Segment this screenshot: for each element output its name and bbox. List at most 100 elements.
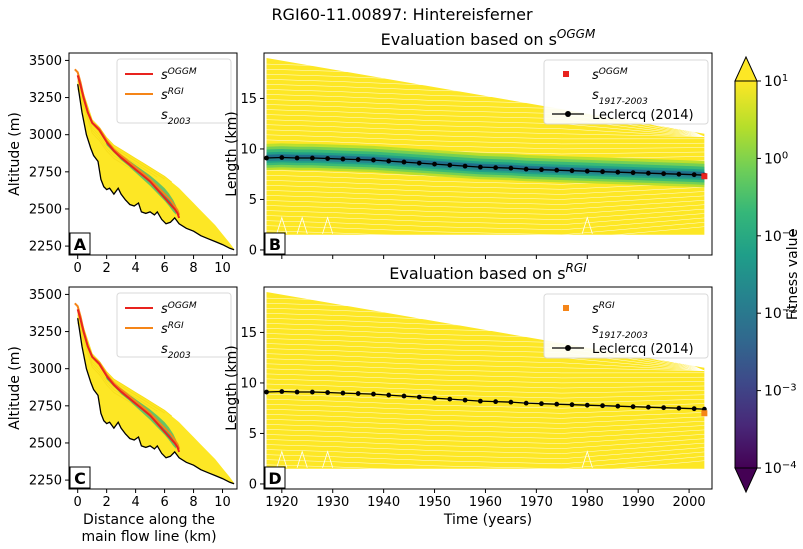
series-point <box>325 390 331 395</box>
trajectory-line <box>266 460 705 475</box>
y-tick-label: 3000 <box>29 128 62 143</box>
trajectory-line <box>266 343 705 372</box>
trajectory-line <box>266 438 705 449</box>
y-tick-label: 3000 <box>29 362 62 377</box>
legend-label: s1917-2003 <box>592 88 648 107</box>
series-point <box>493 399 499 405</box>
colorbar-tick-label: 10−3 <box>764 382 797 400</box>
series-point <box>477 164 483 170</box>
y-tick-label: 3250 <box>29 325 62 340</box>
trajectory-line <box>266 368 705 379</box>
series-point <box>554 401 560 407</box>
series-point <box>584 402 590 408</box>
trajectory-line <box>266 358 705 372</box>
series-point <box>569 402 575 408</box>
colorbar-tick-label: 100 <box>764 150 788 168</box>
y-tick-label: 2500 <box>29 202 62 217</box>
panel-label-box <box>264 466 286 489</box>
legend-swatch-marker <box>565 345 571 351</box>
trajectory-line <box>266 134 705 145</box>
trajectory-line <box>266 408 705 419</box>
trajectory-line <box>266 434 705 444</box>
series-point <box>645 404 651 410</box>
x-tick-label: 10 <box>214 495 231 510</box>
legend-label: sOGGM <box>592 67 628 83</box>
series-point <box>539 401 544 407</box>
y-tick-label: 0 <box>249 243 257 258</box>
ensemble-line <box>77 88 136 173</box>
x-tick-label: 6 <box>160 495 168 510</box>
x-tick-label: 1960 <box>469 495 502 510</box>
series-point <box>416 160 422 166</box>
trajectory-line <box>266 419 705 429</box>
series-point <box>371 391 376 397</box>
series-leclercq <box>266 390 705 410</box>
plot-area <box>264 58 708 241</box>
panel-label-box <box>264 232 286 255</box>
series-point <box>523 166 529 172</box>
series-point <box>477 398 483 404</box>
y-tick-label: 2750 <box>29 165 62 180</box>
colorbar-tick-label: 10−1 <box>764 227 797 245</box>
series-point <box>508 165 514 171</box>
trajectory-spike <box>581 216 593 234</box>
series-point <box>355 157 361 162</box>
bed-line <box>77 318 235 485</box>
series-point <box>325 156 331 161</box>
trajectory-spike <box>581 450 593 468</box>
series-point <box>462 163 468 169</box>
series-point <box>432 161 437 167</box>
y-axis-label: Length (km) <box>224 111 240 196</box>
x-tick-label: 1970 <box>520 495 553 510</box>
x-tick-label: 10 <box>214 261 231 276</box>
panel-label-box <box>69 466 91 489</box>
trajectory-spike <box>276 450 288 468</box>
axes-frame <box>68 286 238 490</box>
colorbar-tick-label: 10−2 <box>764 305 797 323</box>
trajectory-line <box>266 204 705 215</box>
trajectory-line <box>266 217 705 231</box>
trajectory-line <box>266 222 705 236</box>
series-point <box>432 395 437 401</box>
trajectory-line <box>266 180 705 190</box>
x-tick-label: 4 <box>131 495 139 510</box>
x-tick-label: 1990 <box>622 495 655 510</box>
bed-line <box>77 84 235 251</box>
ensemble-fill <box>77 75 235 250</box>
trajectory-line <box>266 213 705 225</box>
trajectory-spike <box>322 216 334 234</box>
ensemble-line <box>77 322 136 407</box>
series-point <box>340 156 346 162</box>
trajectory-line <box>266 348 705 372</box>
series-point <box>691 172 697 178</box>
series-point <box>600 403 605 409</box>
ensemble-envelope <box>266 58 705 235</box>
series-leclercq <box>266 156 705 176</box>
x-tick-label: 4 <box>131 261 139 276</box>
series-point <box>462 397 468 403</box>
panel-label: A <box>74 235 87 254</box>
colorbar-tick-label: 10−4 <box>764 460 797 478</box>
panel-title: Evaluation based on sRGI <box>389 261 587 283</box>
series-point <box>615 169 621 175</box>
y-axis-label: Length (km) <box>224 345 240 430</box>
ensemble-fill <box>77 309 235 484</box>
series-point <box>309 389 315 395</box>
series-point <box>386 158 392 164</box>
panel-label-box <box>69 232 91 255</box>
series-point <box>584 168 590 174</box>
trajectory-line <box>266 119 705 138</box>
series-point <box>264 389 269 395</box>
y-tick-label: 3500 <box>29 54 62 69</box>
series-point <box>340 390 346 396</box>
series-soggm <box>76 309 181 453</box>
figure-title: RGI60-11.00897: Hintereisferner <box>271 5 533 24</box>
y-tick-label: 5 <box>249 193 257 208</box>
colorbar-gradient <box>734 80 758 469</box>
trajectory-line <box>266 190 705 200</box>
trajectory-line <box>266 200 705 210</box>
legend-label: s1917-2003 <box>592 322 648 341</box>
